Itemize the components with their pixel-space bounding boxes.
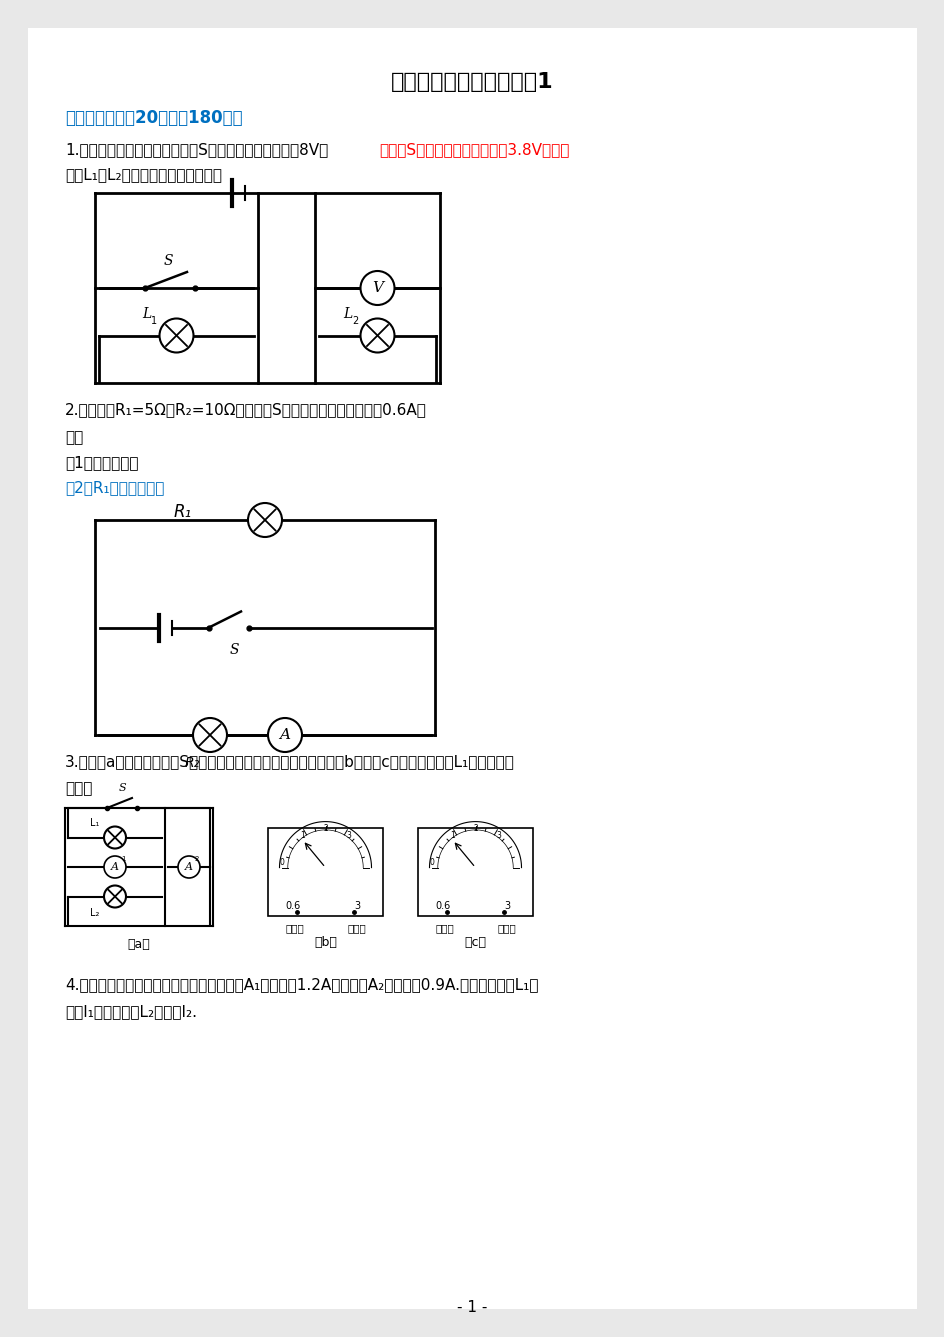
Text: L₁: L₁ <box>91 818 99 829</box>
Text: 时灯L₁和L₂两端的电压分别为多少？: 时灯L₁和L₂两端的电压分别为多少？ <box>65 167 222 182</box>
Circle shape <box>177 856 200 878</box>
Text: 2: 2 <box>194 856 199 862</box>
Text: 电流I₁和通过灯泡L₂的电流I₂.: 电流I₁和通过灯泡L₂的电流I₂. <box>65 1004 196 1020</box>
Text: R₂: R₂ <box>184 755 199 770</box>
Circle shape <box>104 885 126 908</box>
Text: 1: 1 <box>121 856 126 862</box>
Text: 0: 0 <box>279 857 284 866</box>
Text: 电流电压电阻计算题训练1: 电流电压电阻计算题训练1 <box>390 72 553 92</box>
Text: 接电路: 接电路 <box>434 923 453 933</box>
Text: L: L <box>142 306 151 321</box>
Text: V: V <box>372 281 382 295</box>
Text: 4.在如图所示的电路中，开关闭合后电流表A₁的示数为1.2A，电流表A₂的示数为0.9A.求：通过灯泡L₁的: 4.在如图所示的电路中，开关闭合后电流表A₁的示数为1.2A，电流表A₂的示数为… <box>65 977 538 992</box>
Text: 0: 0 <box>429 857 434 866</box>
Text: 3: 3 <box>354 901 361 910</box>
Text: （a）: （a） <box>127 937 150 951</box>
Text: 当开关S断开时，电压表示数为3.8V，则此: 当开关S断开时，电压表示数为3.8V，则此 <box>379 143 568 158</box>
Text: 1: 1 <box>449 830 454 840</box>
Circle shape <box>104 856 126 878</box>
Text: 2: 2 <box>323 824 328 833</box>
Circle shape <box>160 318 194 353</box>
Text: 0.6: 0.6 <box>435 901 450 910</box>
Text: 一、计算题（共20题；共180分）: 一、计算题（共20题；共180分） <box>65 110 243 127</box>
Text: （1）电源电压；: （1）电源电压； <box>65 456 139 471</box>
Text: 接电路: 接电路 <box>285 923 304 933</box>
Text: - 1 -: - 1 - <box>456 1301 487 1316</box>
Text: A: A <box>185 862 193 872</box>
Text: 2: 2 <box>352 317 358 326</box>
Text: （2）R₁支路的电流。: （2）R₁支路的电流。 <box>65 480 164 496</box>
Text: 2.在图中，R₁=5Ω，R₂=10Ω，当开关S闭合时，电流表的示数为0.6A。: 2.在图中，R₁=5Ω，R₂=10Ω，当开关S闭合时，电流表的示数为0.6A。 <box>65 402 427 417</box>
Text: 接电路: 接电路 <box>497 923 515 933</box>
Circle shape <box>247 503 281 537</box>
Text: 1.在如图所示的电路中，当开关S闭合后，电压表示数为8V；: 1.在如图所示的电路中，当开关S闭合后，电压表示数为8V； <box>65 143 328 158</box>
Text: 3: 3 <box>346 830 350 840</box>
FancyBboxPatch shape <box>417 828 532 916</box>
Text: 求：: 求： <box>65 431 83 445</box>
FancyBboxPatch shape <box>268 828 382 916</box>
Text: 3: 3 <box>496 830 500 840</box>
Circle shape <box>268 718 302 751</box>
Text: L₂: L₂ <box>91 908 99 917</box>
Text: S: S <box>163 254 173 267</box>
Text: 1: 1 <box>300 830 305 840</box>
Text: S: S <box>118 783 126 793</box>
Circle shape <box>360 318 394 353</box>
Text: 多大？: 多大？ <box>65 782 93 797</box>
Text: 0.6: 0.6 <box>285 901 300 910</box>
Text: L: L <box>343 306 352 321</box>
FancyBboxPatch shape <box>28 28 916 1309</box>
Text: （b）: （b） <box>313 936 337 948</box>
Circle shape <box>193 718 227 751</box>
Text: A: A <box>110 862 119 872</box>
Text: R₁: R₁ <box>174 503 192 521</box>
Text: 2: 2 <box>473 824 478 833</box>
Text: A: A <box>279 729 290 742</box>
Text: S: S <box>229 643 239 656</box>
Text: 3.如图（a）所示，当开关S闭合时，两只电流表的示数分别如图（b）、（c）所示，则通过L₁中的电流是: 3.如图（a）所示，当开关S闭合时，两只电流表的示数分别如图（b）、（c）所示，… <box>65 754 514 770</box>
Text: （c）: （c） <box>464 936 486 948</box>
Circle shape <box>360 271 394 305</box>
Text: 3: 3 <box>504 901 510 910</box>
Circle shape <box>104 826 126 849</box>
Text: 1: 1 <box>151 317 158 326</box>
Text: 接电路: 接电路 <box>346 923 365 933</box>
